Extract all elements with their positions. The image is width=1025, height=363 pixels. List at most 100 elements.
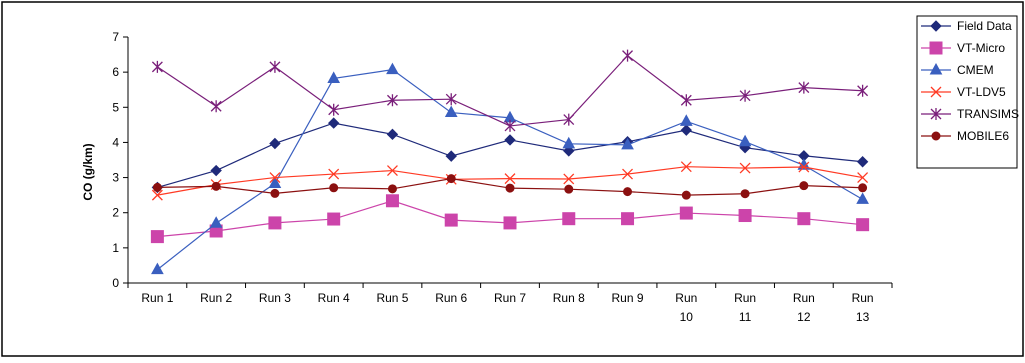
x-tick-label: Run 12 xyxy=(793,291,815,324)
x-tick-label: Run 3 xyxy=(259,291,291,305)
y-tick-label: 2 xyxy=(112,206,119,220)
data-point-cmem xyxy=(562,136,576,149)
data-point-cmem xyxy=(268,176,282,189)
series-cmem xyxy=(151,62,869,275)
data-point-vt-micro xyxy=(503,216,517,230)
data-point-cmem xyxy=(738,134,752,147)
legend-label: VT-LDV5 xyxy=(957,85,1006,99)
y-tick-label: 6 xyxy=(112,65,119,79)
data-point-mobile6 xyxy=(270,188,280,198)
data-point-cmem xyxy=(856,192,869,204)
legend-marker xyxy=(929,41,943,55)
data-point-transims xyxy=(680,94,692,107)
legend-marker xyxy=(931,131,941,141)
data-point-vt-micro xyxy=(385,194,399,208)
x-tick-label: Run 6 xyxy=(435,291,467,305)
data-point-cmem xyxy=(209,216,223,228)
data-point-mobile6 xyxy=(446,174,456,184)
data-point-mobile6 xyxy=(858,183,868,193)
data-point-cmem xyxy=(621,137,634,150)
data-point-vt-ldv5 xyxy=(622,168,633,180)
data-point-vt-ldv5 xyxy=(739,162,751,174)
data-point-mobile6 xyxy=(564,184,574,194)
data-point-vt-ldv5 xyxy=(798,161,810,173)
data-point-vt-ldv5 xyxy=(504,173,516,185)
axes: 0 1 2 3 4 5 6 7 Run 1 Run 2 Run 3 Run 4 Run 5 Run 6 Ru… xyxy=(112,30,893,324)
legend-label: Field Data xyxy=(957,19,1012,33)
data-point-vt-micro xyxy=(562,212,576,226)
legend-label: CMEM xyxy=(957,63,994,77)
data-point-vt-micro xyxy=(444,213,458,227)
x-tick-label: Run 10 xyxy=(675,291,697,324)
data-point-mobile6 xyxy=(329,183,339,193)
legend-item-field-data: Field Data xyxy=(921,19,1012,33)
x-tick-label: Run 5 xyxy=(376,291,408,305)
data-point-vt-ldv5 xyxy=(328,168,340,180)
x-tick-label: Run 1 xyxy=(141,291,173,305)
x-tick-label: Run 13 xyxy=(852,291,874,324)
data-point-transims xyxy=(328,103,340,116)
data-point-mobile6 xyxy=(211,181,221,191)
legend-marker xyxy=(929,62,943,75)
data-point-field-data xyxy=(563,145,575,157)
data-point-transims xyxy=(387,94,398,107)
legend-label: TRANSIMS xyxy=(957,107,1019,121)
data-point-field-data xyxy=(327,117,340,129)
data-point-vt-micro xyxy=(327,212,341,226)
legend-item-vt-micro: VT-Micro xyxy=(921,41,1005,55)
x-tick-label: Run 9 xyxy=(612,291,644,305)
data-point-transims xyxy=(563,113,575,126)
legend-item-transims: TRANSIMS xyxy=(921,107,1019,121)
data-point-vt-micro xyxy=(856,218,870,232)
legend-item-cmem: CMEM xyxy=(921,62,994,77)
data-point-vt-micro xyxy=(738,209,752,223)
data-point-vt-ldv5 xyxy=(387,165,398,177)
data-point-mobile6 xyxy=(799,181,809,191)
series-transims xyxy=(151,49,869,132)
series-vt-ldv5 xyxy=(151,161,869,201)
data-point-field-data xyxy=(269,137,281,150)
series-vt-micro xyxy=(150,194,870,244)
legend-marker xyxy=(930,20,942,32)
data-point-transims xyxy=(445,93,457,106)
y-tick-label: 7 xyxy=(112,30,119,44)
data-point-transims xyxy=(269,60,281,73)
data-point-mobile6 xyxy=(387,184,397,194)
y-tick-label: 3 xyxy=(112,171,119,185)
legend-marker xyxy=(930,108,942,120)
y-tick-label: 5 xyxy=(112,100,119,114)
data-point-transims xyxy=(798,81,810,94)
data-point-cmem xyxy=(679,114,693,126)
data-point-mobile6 xyxy=(681,190,691,200)
legend-item-vt-ldv5: VT-LDV5 xyxy=(921,85,1006,99)
data-point-transims xyxy=(151,60,163,73)
series-field-data xyxy=(151,117,869,194)
data-point-vt-micro xyxy=(268,216,282,230)
data-point-field-data xyxy=(210,164,222,177)
legend-label: MOBILE6 xyxy=(957,129,1009,143)
legend: Field Data VT-Micro CMEM VT-LDV5 TRANSIMS MOB… xyxy=(916,15,1019,169)
data-point-cmem xyxy=(386,62,399,75)
y-axis-label: CO (g/km) xyxy=(81,143,95,200)
data-point-mobile6 xyxy=(152,182,162,192)
data-point-vt-ldv5 xyxy=(563,173,575,185)
data-point-cmem xyxy=(151,262,164,275)
data-point-transims xyxy=(210,100,222,113)
x-tick-label: Run 2 xyxy=(200,291,232,305)
data-point-transims xyxy=(739,89,751,102)
x-tick-label: Run 11 xyxy=(734,291,756,324)
data-point-transims xyxy=(857,84,869,97)
data-point-vt-ldv5 xyxy=(857,172,869,184)
data-point-cmem xyxy=(444,105,458,118)
data-point-vt-micro xyxy=(797,212,811,226)
data-point-transims xyxy=(622,49,633,62)
series-mobile6 xyxy=(152,174,868,200)
data-point-vt-ldv5 xyxy=(151,189,163,201)
data-point-field-data xyxy=(504,134,516,146)
data-point-mobile6 xyxy=(505,183,515,193)
x-tick-label: Run 8 xyxy=(553,291,585,305)
x-tick-label: Run 7 xyxy=(494,291,526,305)
data-point-vt-micro xyxy=(150,230,164,244)
